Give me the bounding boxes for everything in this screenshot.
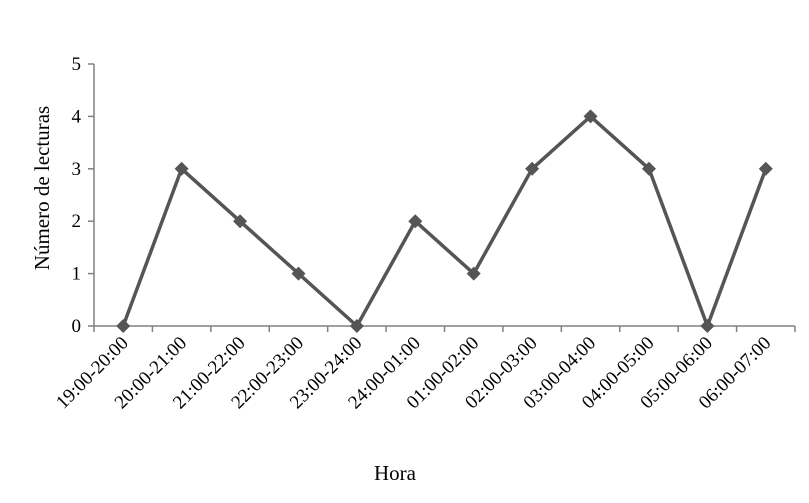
y-tick-label: 1 bbox=[72, 264, 82, 285]
data-point bbox=[408, 214, 423, 229]
x-axis-title: Hora bbox=[374, 461, 417, 485]
y-tick-label: 3 bbox=[72, 159, 82, 180]
data-point bbox=[233, 214, 248, 229]
data-point bbox=[641, 161, 656, 176]
data-point bbox=[758, 161, 773, 176]
series-line bbox=[121, 114, 768, 328]
data-point bbox=[291, 266, 306, 281]
series bbox=[116, 109, 773, 333]
y-axis-title: Número de lecturas bbox=[30, 106, 54, 270]
data-point bbox=[174, 161, 189, 176]
y-tick-label: 5 bbox=[72, 54, 82, 75]
data-point bbox=[525, 161, 540, 176]
x-axis: 19:00-20:0020:00-21:0021:00-22:0022:00-2… bbox=[52, 325, 796, 413]
data-point bbox=[116, 319, 131, 333]
data-point bbox=[700, 319, 715, 333]
y-tick-label: 4 bbox=[72, 106, 82, 127]
data-point bbox=[583, 109, 598, 124]
data-point bbox=[349, 319, 364, 333]
y-tick-label: 2 bbox=[72, 211, 82, 232]
data-point bbox=[466, 266, 481, 281]
y-tick-label: 0 bbox=[72, 316, 82, 337]
y-axis: 0 1 2 3 4 5 bbox=[72, 54, 95, 337]
